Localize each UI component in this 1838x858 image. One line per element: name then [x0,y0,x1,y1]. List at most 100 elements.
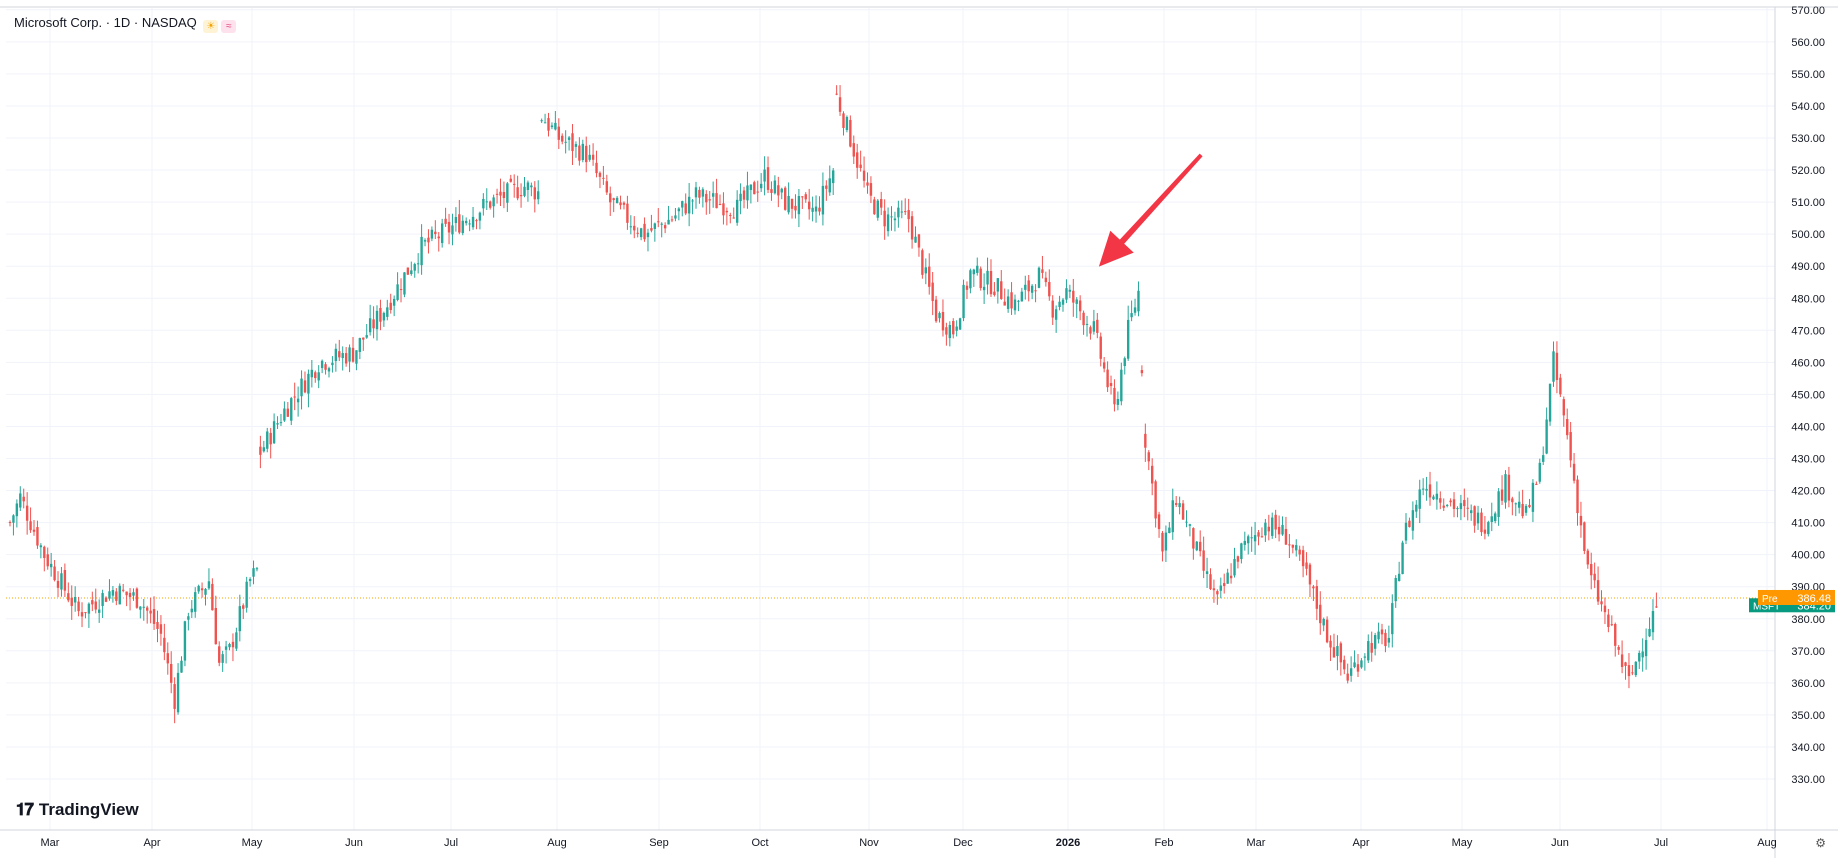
candle [687,183,691,227]
candle [1524,503,1528,516]
candle [118,583,121,605]
candle [1219,577,1222,599]
candle [1195,540,1198,552]
candle [1078,295,1082,321]
candle [948,321,952,347]
annotation-arrow-icon[interactable] [1098,153,1203,267]
candle [996,278,1000,304]
candle [1360,658,1363,669]
candle [283,401,286,422]
candle [423,238,427,247]
time-tick-label: Sep [649,837,669,849]
candle [924,258,928,285]
candle [15,499,19,528]
candle [1332,633,1336,658]
candle [976,257,979,276]
price-axis[interactable]: 330.00340.00350.00360.00370.00380.00390.… [1791,0,1825,786]
candle [705,190,708,215]
candle [1603,597,1607,625]
price-tick-label: 440.00 [1791,421,1825,433]
candle [125,591,128,607]
candle [876,199,879,221]
candle [1209,568,1212,591]
candle [1367,634,1370,664]
candle [1466,497,1469,521]
candle [121,583,125,593]
sun-icon[interactable]: ☀ [203,20,219,33]
candle [248,577,252,587]
candle [1373,632,1377,656]
candle [1147,450,1150,471]
candle [451,213,454,246]
candle [32,520,36,536]
tradingview-logo-text: TradingView [38,800,139,819]
candle [917,233,921,257]
candle [67,582,70,603]
candle [1397,561,1401,582]
gear-icon[interactable]: ⚙ [1815,836,1826,850]
candle [773,175,777,195]
candle [811,196,814,222]
candle [296,386,300,417]
candle [602,165,605,185]
pre-market-value: 386.48 [1797,593,1831,605]
candle [1085,315,1089,337]
candle [471,206,475,230]
candle [650,214,653,233]
candle [663,222,667,234]
candle [578,137,581,166]
candle [386,299,389,321]
candle [1449,498,1452,507]
candle [523,176,526,198]
candle [770,181,773,201]
candle [63,563,67,597]
candle [928,253,931,295]
candle [677,207,681,221]
candle [238,594,242,642]
candle [170,651,173,694]
candle [1384,629,1387,653]
time-tick-label: May [242,837,263,849]
tradingview-logo[interactable]: 𝟏𝟕 TradingView [16,800,139,820]
candle [722,192,725,225]
candle [1579,501,1583,538]
candle [533,181,536,213]
candle [1593,562,1596,589]
candle [1655,592,1658,608]
candle [691,198,694,215]
candle [22,488,25,509]
candle [729,212,732,224]
candle [1469,504,1473,521]
candle [1113,379,1116,412]
candle [1017,299,1020,312]
candle [303,371,307,394]
candle [828,165,831,196]
candle [1092,309,1096,335]
wave-icon[interactable]: ≈ [221,20,237,33]
time-tick-label: 2026 [1056,837,1080,849]
candle [821,172,825,226]
time-axis[interactable]: Mar Apr May Jun Jul Aug Sep Oct Nov Dec 2026 Feb Mar… [41,837,1777,849]
candle [478,211,482,230]
candle [1425,476,1428,501]
candle [955,320,958,337]
price-tick-label: 400.00 [1791,550,1825,562]
candle [1247,534,1250,555]
candle [300,370,303,410]
candle [1054,305,1058,333]
candle [746,171,749,209]
candle [626,195,629,230]
candle [379,299,382,331]
candle [70,585,73,620]
time-tick-label: Aug [547,837,567,849]
candle [1463,488,1466,518]
time-tick-label: Mar [41,837,60,849]
candle [1065,279,1068,304]
candle [852,135,855,164]
symbol-header[interactable]: Microsoft Corp. · 1D · NASDAQ ☀ ≈ [14,15,237,33]
candle [1548,383,1552,426]
candle [485,188,488,211]
candle [1301,545,1305,578]
candle [272,413,276,444]
